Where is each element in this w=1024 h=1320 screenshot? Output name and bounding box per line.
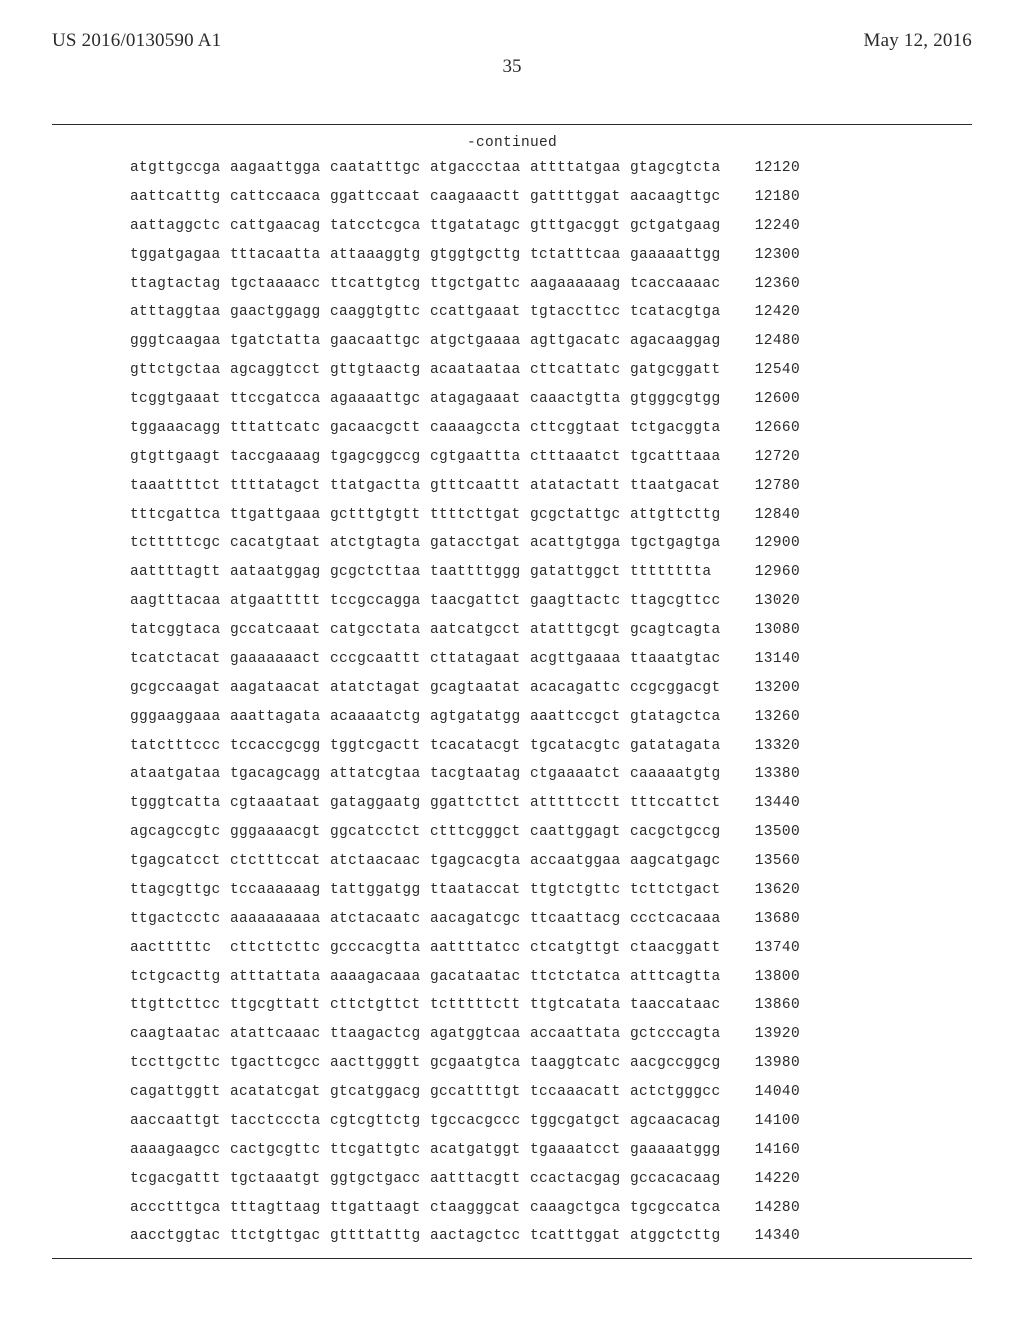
sequence-row: ttgactcctcaaaaaaaaaaatctacaatcaacagatcgc… [130,912,972,927]
sequence-row: atgttgccgaaagaattggacaatatttgcatgaccctaa… [130,161,972,176]
sequence-row: atttaggtaagaactggaggcaaggtgttcccattgaaat… [130,305,972,320]
sequence-row: aagtttacaaatgaattttttccgccaggataacgattct… [130,594,972,609]
rule-top [52,124,972,125]
sequence-row: tccttgcttctgacttcgccaacttgggttgcgaatgtca… [130,1056,972,1071]
sequence-row: tatcggtacagccatcaaatcatgcctataaatcatgcct… [130,623,972,638]
sequence-row: aattcatttgcattccaacaggattccaatcaagaaactt… [130,190,972,205]
sequence-row: aattttagttaataatggaggcgctcttaataattttggg… [130,565,972,580]
sequence-row: caagtaatacatattcaaacttaagactcgagatggtcaa… [130,1027,972,1042]
sequence-row: tggatgagaatttacaattaattaaaggtggtggtgcttg… [130,248,972,263]
sequence-row: tgggtcattacgtaaataatgataggaatgggattcttct… [130,796,972,811]
sequence-row: tgagcatcctctctttccatatctaacaactgagcacgta… [130,854,972,869]
sequence-row: ataatgataatgacagcaggattatcgtaatacgtaatag… [130,767,972,782]
sequence-row: tcggtgaaatttccgatccaagaaaattgcatagagaaat… [130,392,972,407]
sequence-block: atgttgccgaaagaattggacaatatttgcatgaccctaa… [130,161,972,1244]
sequence-row: tcatctacatgaaaaaaactcccgcaatttcttatagaat… [130,652,972,667]
sequence-row: gggaaggaaaaaattagataacaaaatctgagtgatatgg… [130,710,972,725]
sequence-row: aattaggctccattgaacagtatcctcgcattgatatagc… [130,219,972,234]
sequence-row: aaccaattgttacctccctacgtcgttctgtgccacgccc… [130,1114,972,1129]
sequence-row: gtgttgaagttaccgaaaagtgagcggccgcgtgaattta… [130,450,972,465]
sequence-row: aacctggtacttctgttgacgttttatttgaactagctcc… [130,1229,972,1244]
page: US 2016/0130590 A1 May 12, 2016 35 -cont… [0,0,1024,1320]
page-number: 35 [52,56,972,78]
sequence-row: tcgacgattttgctaaatgtggtgctgaccaatttacgtt… [130,1172,972,1187]
sequence-row: aaaagaagcccactgcgttcttcgattgtcacatgatggt… [130,1143,972,1158]
sequence-row: tctttttcgccacatgtaatatctgtagtagatacctgat… [130,536,972,551]
sequence-row: ttagcgttgctccaaaaaagtattggatggttaataccat… [130,883,972,898]
sequence-row: tatctttccctccaccgcggtggtcgactttcacatacgt… [130,739,972,754]
sequence-row: agcagccgtcgggaaaacgtggcatcctctctttcgggct… [130,825,972,840]
sequence-row: ttagtactagtgctaaaaccttcattgtcgttgctgattc… [130,277,972,292]
sequence-row: tggaaacaggtttattcatcgacaacgcttcaaaagccta… [130,421,972,436]
continued-label: -continued [52,135,972,151]
sequence-row: accctttgcatttagttaagttgattaagtctaagggcat… [130,1201,972,1216]
header-right: May 12, 2016 [864,30,972,52]
sequence-row: ttgttcttccttgcgttattcttctgttcttctttttctt… [130,998,972,1013]
rule-bottom [52,1258,972,1259]
sequence-listing: atgttgccgaaagaattggacaatatttgcatgaccctaa… [130,161,972,1244]
page-header: US 2016/0130590 A1 May 12, 2016 [52,30,972,52]
header-left: US 2016/0130590 A1 [52,30,221,52]
sequence-row: gcgccaagataagataacatatatctagatgcagtaatat… [130,681,972,696]
sequence-row: taaattttctttttatagctttatgacttagtttcaattt… [130,479,972,494]
sequence-row: aactttttccttcttcttcgcccacgttaaattttatccc… [130,941,972,956]
sequence-row: cagattggttacatatcgatgtcatggacggccattttgt… [130,1085,972,1100]
sequence-row: tttcgattcattgattgaaagctttgtgttttttcttgat… [130,508,972,523]
sequence-row: gttctgctaaagcaggtcctgttgtaactgacaataataa… [130,363,972,378]
sequence-row: gggtcaagaatgatctattagaacaattgcatgctgaaaa… [130,334,972,349]
sequence-row: tctgcacttgatttattataaaaagacaaagacataatac… [130,970,972,985]
